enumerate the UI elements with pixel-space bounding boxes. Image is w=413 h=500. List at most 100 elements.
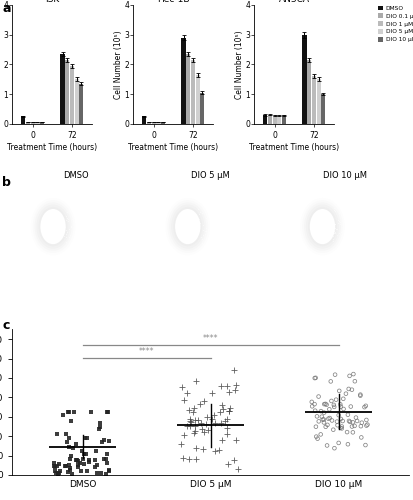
Point [198,232,204,240]
Point [74,218,80,226]
Bar [147,122,151,124]
Point [373,232,380,240]
Text: a: a [2,2,11,16]
Point [94,209,100,217]
Point [200,445,207,453]
Point [226,406,233,414]
Point [383,215,389,223]
Point [81,220,88,228]
Point [369,233,376,241]
Point [196,400,203,407]
Point [70,218,76,226]
Point [245,234,252,241]
Point [86,202,93,209]
Point [239,227,246,235]
Point [52,467,58,475]
Point [366,247,373,255]
Ellipse shape [40,209,66,244]
Point [339,196,345,204]
Point [351,220,358,228]
Point [215,240,222,248]
Point [364,228,371,235]
Point [326,406,332,413]
Point [219,226,226,234]
Point [218,436,225,444]
Point [354,210,360,218]
Text: b: b [2,176,11,189]
Title: AN3CA: AN3CA [279,0,310,4]
Point [203,206,210,214]
Point [358,225,365,233]
Point [368,236,374,244]
Ellipse shape [364,220,369,234]
Point [217,408,223,416]
Point [366,234,373,242]
Point [88,210,94,218]
Point [363,402,369,410]
Point [378,238,385,246]
Point [336,218,343,226]
Point [199,208,206,216]
Point [248,220,255,228]
Point [81,222,87,230]
Point [234,231,241,239]
Point [362,224,369,232]
Point [349,234,356,242]
Point [221,228,227,236]
Point [347,402,354,410]
Point [93,447,99,455]
Point [245,220,252,228]
Point [342,222,349,230]
Point [64,241,71,249]
Point [225,460,232,468]
Point [78,448,85,456]
Point [357,390,364,398]
Bar [196,75,200,124]
Point [83,220,89,228]
Point [322,400,329,408]
Ellipse shape [359,218,364,235]
Point [337,400,344,408]
Point [358,208,364,216]
Ellipse shape [236,220,240,233]
Point [342,220,348,228]
Point [387,212,394,220]
Ellipse shape [84,219,89,234]
Point [228,232,235,240]
Point [205,214,211,222]
Point [233,190,240,198]
X-axis label: Treatment Time (hours): Treatment Time (hours) [7,143,97,152]
Point [64,408,71,416]
Point [232,386,239,394]
Point [357,246,364,254]
Point [104,408,111,416]
Point [76,208,83,216]
Point [312,406,318,414]
Point [187,415,193,423]
Point [90,224,97,232]
Point [220,405,227,413]
Point [102,212,109,220]
Point [221,223,228,231]
Point [197,201,204,209]
Ellipse shape [370,221,375,232]
Point [330,426,337,434]
Point [193,376,199,384]
Point [254,208,261,216]
Point [247,220,254,228]
Point [335,439,342,447]
Point [380,228,386,235]
Point [385,226,392,234]
Point [376,229,382,237]
Bar [282,116,286,124]
Point [62,462,69,469]
Point [213,232,219,240]
Ellipse shape [333,212,340,241]
Point [57,467,63,475]
Point [247,205,254,213]
Point [105,241,112,249]
Point [242,214,249,222]
Point [353,414,359,422]
Point [195,205,202,213]
Y-axis label: Cell Number (10⁵): Cell Number (10⁵) [114,30,123,98]
